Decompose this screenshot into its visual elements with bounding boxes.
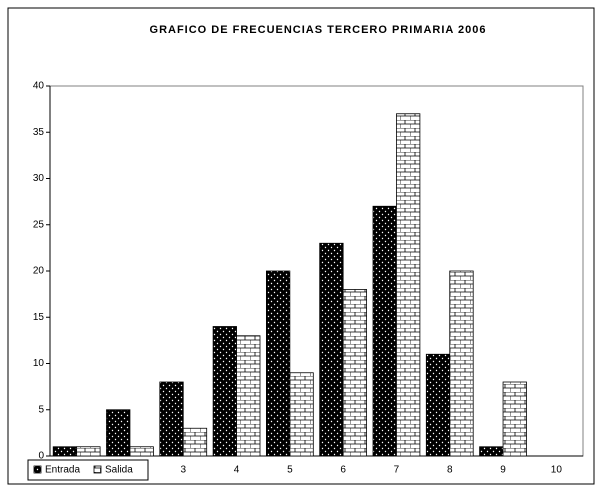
bar — [106, 409, 131, 457]
y-tick-label: 10 — [33, 358, 45, 369]
x-tick-label: 7 — [394, 465, 400, 476]
bar — [425, 353, 451, 457]
y-tick-label: 0 — [38, 451, 44, 462]
x-tick-label: 9 — [500, 465, 506, 476]
legend-box — [27, 459, 149, 481]
x-tick-label: 3 — [180, 465, 186, 476]
x-tick-label: 6 — [340, 465, 346, 476]
bar — [502, 381, 527, 457]
x-tick-label: 8 — [447, 465, 453, 476]
bar — [212, 326, 237, 457]
y-tick-label: 20 — [33, 266, 45, 277]
x-tick-label: 10 — [551, 465, 563, 476]
bar — [159, 381, 184, 457]
bar — [52, 446, 78, 457]
y-tick-label: 35 — [33, 127, 45, 138]
bar — [396, 113, 421, 457]
bar — [129, 446, 154, 457]
y-tick-label: 5 — [38, 404, 44, 415]
y-tick-label: 25 — [33, 219, 45, 230]
bar — [236, 335, 261, 457]
chart-title: GRAFICO DE FRECUENCIAS TERCERO PRIMARIA … — [150, 24, 487, 36]
bar — [479, 446, 504, 457]
bar — [449, 270, 474, 457]
y-tick-label: 15 — [33, 312, 45, 323]
x-tick-label: 4 — [234, 465, 240, 476]
y-tick-label: 40 — [33, 81, 45, 92]
bar — [372, 205, 397, 457]
legend-swatch — [93, 465, 102, 474]
x-tick-label: 5 — [287, 465, 293, 476]
y-tick-label: 30 — [33, 173, 45, 184]
bar — [76, 446, 101, 457]
bar — [289, 372, 314, 457]
bar — [319, 242, 344, 457]
bar — [265, 270, 291, 457]
bar — [342, 289, 368, 457]
legend-label: Salida — [105, 465, 133, 476]
bar — [182, 427, 208, 457]
legend-swatch — [33, 465, 42, 474]
legend-label: Entrada — [45, 465, 80, 476]
